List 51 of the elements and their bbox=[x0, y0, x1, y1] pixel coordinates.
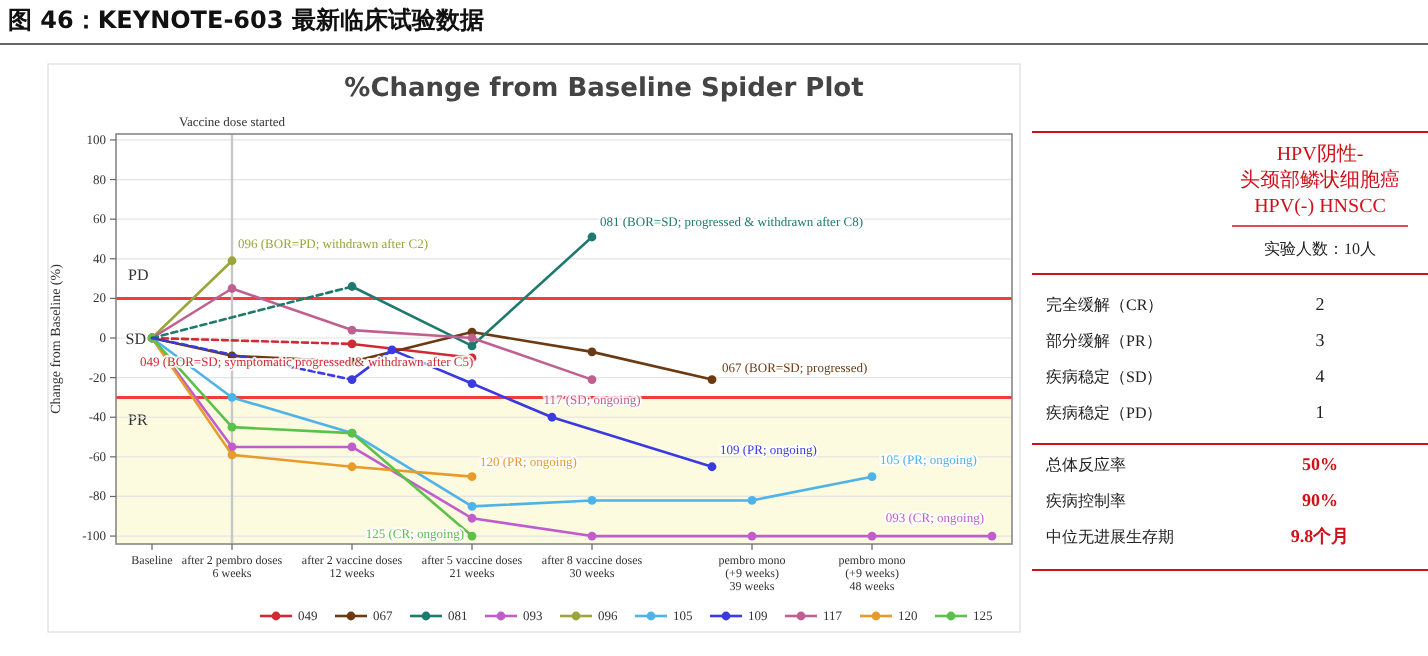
point bbox=[547, 412, 557, 422]
point bbox=[587, 496, 597, 505]
ref-line-label: PD bbox=[128, 266, 149, 285]
point bbox=[707, 375, 717, 384]
point bbox=[587, 232, 597, 242]
point bbox=[587, 347, 597, 357]
point bbox=[747, 496, 757, 505]
band-label: PR bbox=[128, 411, 149, 430]
chart-subtitle: %Change from Baseline Spider Plot bbox=[344, 74, 864, 104]
point bbox=[467, 531, 477, 541]
point bbox=[227, 450, 237, 460]
point bbox=[347, 442, 357, 452]
data-label: 4 bbox=[1315, 366, 1326, 386]
category-label: 完全缓解（CR） bbox=[1046, 296, 1164, 314]
annotation: SD bbox=[125, 330, 147, 348]
point bbox=[227, 256, 237, 266]
data-label: 90% bbox=[1302, 490, 1338, 510]
point bbox=[227, 284, 237, 293]
point bbox=[227, 422, 237, 432]
text: HPV阴性-头颈部鳞状细胞癌 bbox=[1240, 142, 1400, 192]
category-label: 总体反应率 bbox=[1044, 456, 1126, 474]
data-label: 50% bbox=[1302, 454, 1338, 474]
data-label: 1 bbox=[1315, 402, 1325, 422]
point bbox=[867, 531, 877, 541]
point bbox=[867, 472, 877, 482]
data-label: 3 bbox=[1315, 330, 1326, 350]
point bbox=[347, 325, 357, 335]
point bbox=[707, 462, 717, 472]
point bbox=[587, 531, 597, 541]
point bbox=[227, 393, 237, 402]
point bbox=[587, 375, 597, 384]
category-label: 疾病稳定（PD） bbox=[1046, 404, 1163, 422]
point bbox=[467, 513, 477, 523]
point bbox=[987, 531, 997, 541]
data-label: 9.8个月 bbox=[1290, 526, 1350, 546]
category-label: 中位无进展生存期 bbox=[1046, 528, 1174, 546]
chart-title: 图 46：KEYNOTE-603 最新临床试验数据 bbox=[8, 6, 484, 34]
point bbox=[467, 379, 477, 388]
data-label: 2 bbox=[1315, 294, 1325, 314]
point bbox=[387, 345, 397, 355]
category-label: 疾病控制率 bbox=[1046, 492, 1126, 510]
point bbox=[467, 341, 477, 351]
point bbox=[347, 462, 357, 472]
point bbox=[467, 333, 477, 343]
point bbox=[467, 472, 477, 482]
text: HPV(-) HNSCC bbox=[1254, 196, 1387, 218]
text: 实验人数：10人 bbox=[1264, 240, 1376, 258]
category-label: 疾病稳定（SD） bbox=[1046, 368, 1163, 386]
category-label: 部分缓解（PR） bbox=[1046, 332, 1162, 350]
point bbox=[747, 531, 757, 541]
point bbox=[467, 501, 477, 511]
